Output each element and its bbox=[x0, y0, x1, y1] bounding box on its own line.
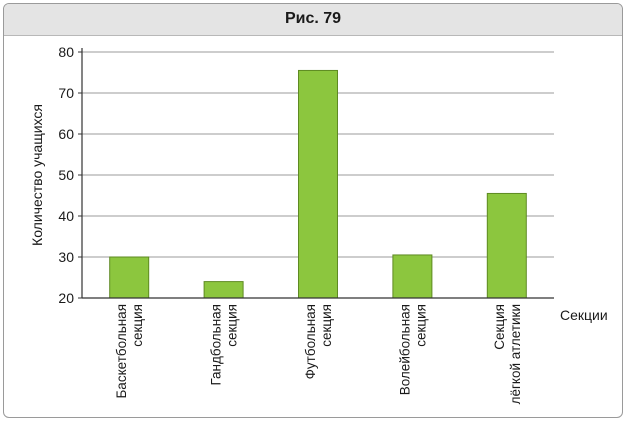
y-tick-labels: 20 30 40 50 60 70 80 bbox=[58, 44, 82, 306]
bar bbox=[486, 192, 527, 299]
bar-chart: 20 30 40 50 60 70 80 Баскетбольнаясекция Гандбо… bbox=[29, 44, 608, 404]
figure-frame: Рис. 79 20 30 40 50 60 70 80 Баскетбольнаясекц… bbox=[3, 3, 623, 418]
bars bbox=[109, 69, 527, 299]
y-tick-label: 50 bbox=[58, 167, 74, 183]
y-tick-label: 30 bbox=[58, 249, 74, 265]
x-tick-label: Баскетбольнаясекция bbox=[114, 304, 145, 399]
y-tick-label: 80 bbox=[58, 44, 74, 60]
bar bbox=[203, 281, 244, 299]
x-axis-label: Секции bbox=[560, 307, 608, 323]
bar bbox=[298, 69, 338, 299]
x-tick-label: Секциялёгкой атлетики bbox=[492, 304, 523, 404]
y-tick-label: 20 bbox=[58, 290, 74, 306]
figure-caption: Рис. 79 bbox=[284, 10, 342, 27]
bar bbox=[109, 256, 150, 299]
bar bbox=[392, 254, 433, 299]
y-axis-label: Количество учащихся bbox=[29, 104, 45, 246]
y-tick-label: 60 bbox=[58, 126, 74, 142]
x-tick-labels: Баскетбольнаясекция Гандбольнаясекция Футб… bbox=[114, 304, 523, 404]
y-tick-label: 70 bbox=[58, 85, 74, 101]
axes bbox=[81, 48, 554, 299]
y-tick-label: 40 bbox=[58, 208, 74, 224]
x-tick-label: Волейбольнаясекция bbox=[397, 304, 428, 395]
figure-header: Рис. 79 bbox=[4, 4, 622, 36]
x-tick-label: Гандбольнаясекция bbox=[209, 304, 240, 386]
x-tick-label: Футбольнаясекция bbox=[303, 304, 334, 379]
